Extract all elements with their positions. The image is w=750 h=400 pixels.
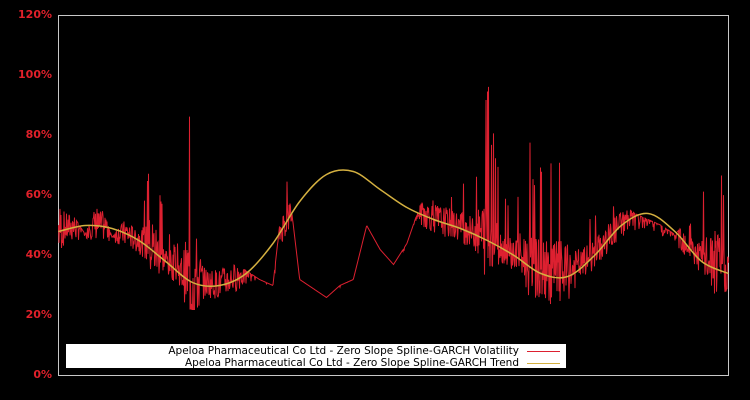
volatility-line [58,86,729,310]
y-tick-label: 40% [25,248,52,261]
legend-swatch-volatility [527,350,560,352]
legend-label: Apeloa Pharmaceutical Co Ltd - Zero Slop… [168,345,519,357]
y-tick-label: 20% [25,308,52,321]
y-tick-label: 120% [18,8,52,21]
volatility-series [58,86,729,310]
y-tick-label: 80% [25,128,52,141]
y-tick-label: 100% [18,68,52,81]
legend-item-trend: Apeloa Pharmaceutical Co Ltd - Zero Slop… [185,357,560,369]
y-tick-label: 0% [33,368,52,381]
chart-legend: Apeloa Pharmaceutical Co Ltd - Zero Slop… [66,344,566,369]
y-tick-label: 60% [25,188,52,201]
legend-swatch-trend [527,362,560,364]
legend-label: Apeloa Pharmaceutical Co Ltd - Zero Slop… [184,357,519,369]
trend-series [58,169,729,288]
trend-line [58,169,729,288]
plot-frame [58,15,729,376]
legend-item-volatility: Apeloa Pharmaceutical Co Ltd - Zero Slop… [168,345,560,357]
